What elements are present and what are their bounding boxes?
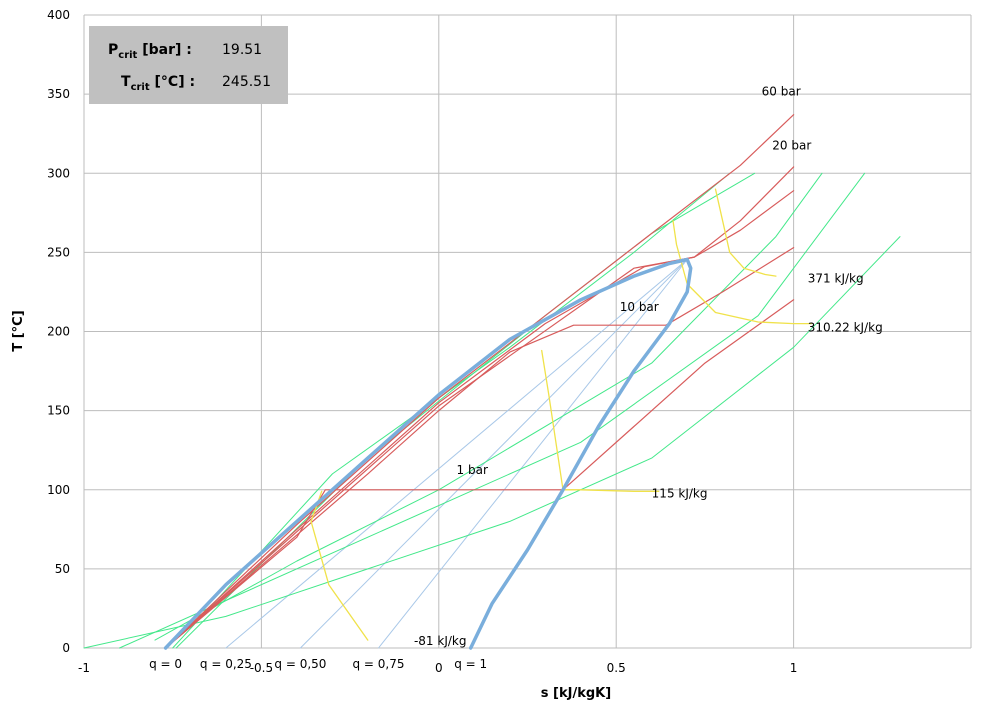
saturation-line: [163, 257, 693, 650]
curve-label: 115 kJ/kg: [652, 487, 708, 501]
quality-label: q = 1: [454, 657, 487, 671]
isenthalp-line: [714, 188, 777, 277]
curve-labels: 60 bar 20 bar 10 bar 1 bar 371 kJ/kg 310.22 k…: [414, 85, 883, 648]
y-tick-label: 150: [47, 404, 70, 418]
curve-label: 1 bar: [457, 463, 488, 477]
x-tick-label: 0.5: [607, 661, 626, 675]
y-tick-label: 400: [47, 8, 70, 22]
x-axis-title: s [kJ/kgK]: [541, 686, 611, 701]
x-tick-label: -1: [78, 661, 90, 675]
isochore-line: [154, 172, 823, 641]
t-crit-value: 245.51: [222, 74, 271, 90]
curve-label: 20 bar: [772, 139, 811, 153]
curve-label: 60 bar: [762, 85, 801, 99]
y-tick-label: 100: [47, 483, 70, 497]
quality-line: [378, 259, 688, 649]
y-tick-label: 50: [55, 562, 70, 576]
curve-series: [83, 114, 901, 650]
y-tick-labels: 0 50 100 150 200 250 300 350 400: [47, 8, 70, 655]
critical-point-box: Pcrit [bar] : 19.51 Tcrit [°C] : 245.51: [89, 26, 288, 104]
y-tick-label: 350: [47, 87, 70, 101]
isobar-line: [165, 190, 795, 649]
curve-label: -81 kJ/kg: [414, 634, 467, 648]
isobar-line: [165, 114, 795, 649]
p-crit-value: 19.51: [222, 42, 262, 58]
x-tick-labels: -1 -0.5 0 0.5 1: [78, 661, 797, 675]
quality-line: [225, 259, 688, 649]
quality-label: q = 0,75: [352, 657, 404, 671]
critical-box-background: [89, 26, 288, 104]
curve-label: 10 bar: [620, 300, 659, 314]
isochore-line: [172, 172, 731, 649]
x-tick-label: -0.5: [250, 661, 273, 675]
quality-label: q = 0,50: [274, 657, 326, 671]
isochore-line: [83, 236, 901, 649]
quality-labels: q = 0 q = 0,25 q = 0,50 q = 0,75 q = 1: [149, 657, 487, 671]
quality-label: q = 0: [149, 657, 182, 671]
isenthalp-line: [310, 490, 369, 641]
isenthalp-line: [672, 220, 812, 325]
y-tick-label: 200: [47, 325, 70, 339]
quality-line: [299, 259, 688, 649]
y-tick-label: 0: [62, 641, 70, 655]
t-crit-label: Tcrit [°C] :: [121, 74, 195, 93]
y-tick-label: 300: [47, 166, 70, 180]
y-tick-label: 250: [47, 245, 70, 259]
isobar-line: [165, 166, 795, 649]
curve-label: 371 kJ/kg: [808, 271, 864, 285]
curve-label: 310.22 kJ/kg: [808, 321, 883, 335]
p-crit-label: Pcrit [bar] :: [108, 42, 192, 61]
y-axis-title: T [°C]: [11, 310, 26, 351]
isobar-line: [165, 247, 795, 649]
x-tick-label: 1: [790, 661, 798, 675]
x-tick-label: 0: [435, 661, 443, 675]
quality-label: q = 0,25: [200, 657, 252, 671]
